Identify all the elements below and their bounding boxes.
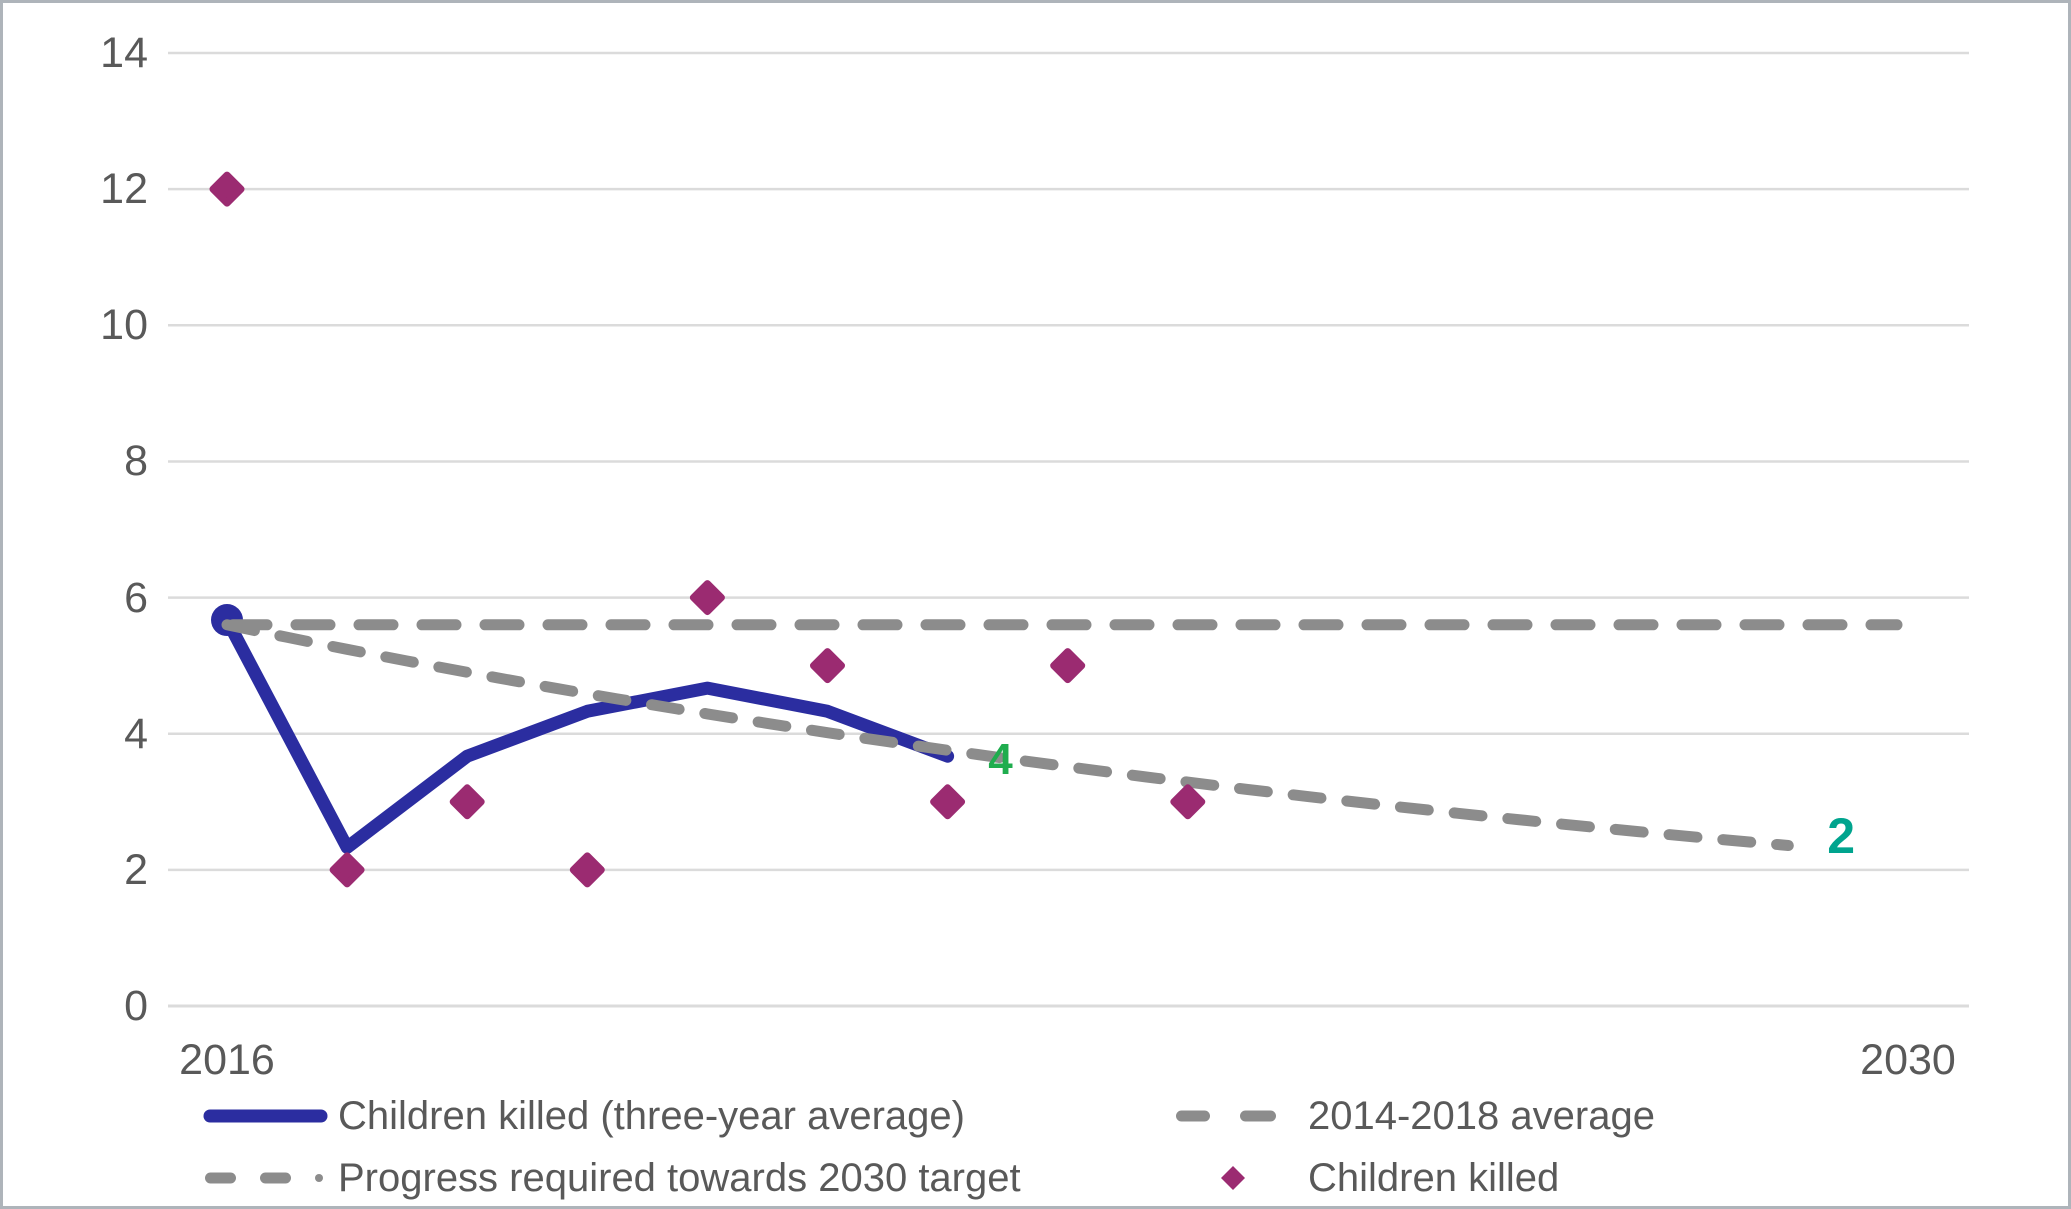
y-axis-tick-label-6: 6 — [124, 573, 148, 622]
legend-item-2014-2018-average: 2014-2018 average — [1176, 1092, 1655, 1140]
scatter-diamond-2016 — [209, 171, 245, 207]
y-axis-tick-label-8: 8 — [124, 437, 148, 486]
legend-item-children-killed: Children killed — [1176, 1154, 1559, 1202]
legend-item-progress-required: Progress required towards 2030 target — [203, 1154, 1021, 1202]
series-three-year-average-line — [220, 613, 955, 854]
legend-swatch-graphic — [1221, 1166, 1245, 1190]
value-label-2: 2 — [1827, 807, 1856, 864]
legend-swatch-dashes — [1176, 1104, 1276, 1128]
scatter-diamond-2022 — [930, 784, 966, 820]
value-label-4: 4 — [988, 735, 1013, 785]
dashes-icon — [1240, 1110, 1276, 1122]
legend-label: Children killed — [1308, 1156, 1560, 1200]
scatter-diamond-2024 — [1170, 784, 1206, 820]
series-progress-required-curve — [221, 619, 1794, 851]
scatter-diamond-2019 — [569, 852, 605, 888]
y-axis-tick-label-4: 4 — [124, 709, 148, 758]
legend-swatch-graphic — [205, 1172, 323, 1184]
legend-swatch-graphic — [203, 1109, 328, 1123]
scatter-diamond-2021 — [810, 648, 845, 684]
y-axis-tick-label-12: 12 — [100, 165, 148, 214]
legend-item-three-year-average: Children killed (three-year average) — [203, 1092, 965, 1140]
scatter-diamond-2023 — [1050, 648, 1086, 684]
y-axis-tick-label-10: 10 — [100, 301, 148, 350]
dash-dot-icon — [260, 1172, 291, 1184]
diamond-icon — [1221, 1166, 1245, 1190]
dash-dot-icon — [315, 1174, 323, 1182]
x-axis-tick-label-2016: 2016 — [179, 1036, 275, 1084]
x-axis-tick-label-2030: 2030 — [1860, 1036, 1956, 1084]
dashes-icon — [1176, 1110, 1210, 1122]
legend-swatch-dashed-line — [203, 1166, 328, 1190]
y-axis-tick-label-0: 0 — [124, 982, 148, 1030]
scatter-diamond-2018 — [449, 784, 485, 820]
y-axis-tick-label-2: 2 — [124, 845, 148, 894]
legend-label: 2014-2018 average — [1308, 1094, 1655, 1138]
plot-area — [168, 51, 1969, 1008]
legend-swatch-diamond — [1176, 1166, 1276, 1190]
y-axis-tick-label-14: 14 — [100, 29, 148, 78]
legend-swatch-solid-line — [203, 1104, 328, 1128]
scatter-diamond-2017 — [329, 852, 365, 888]
legend-swatch-graphic — [1176, 1110, 1276, 1122]
legend-label: Progress required towards 2030 target — [338, 1156, 1021, 1200]
legend-label: Children killed (three-year average) — [338, 1094, 965, 1138]
scatter-diamond-2020 — [689, 580, 725, 616]
dash-dot-icon — [205, 1172, 236, 1184]
